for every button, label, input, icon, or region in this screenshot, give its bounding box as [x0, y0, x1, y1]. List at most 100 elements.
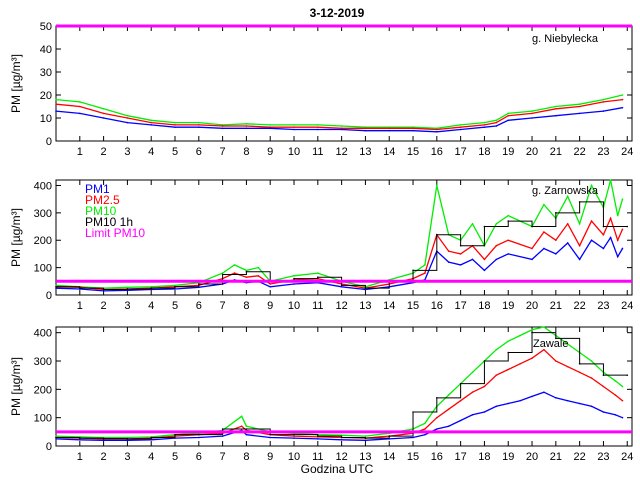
data-point-pm10 [566, 195, 569, 198]
legend-entry-limit: Limit PM10 [85, 226, 145, 240]
data-point-pm1 [614, 414, 617, 416]
data-point-pm10 [150, 285, 153, 288]
data-point-pm10h [245, 270, 248, 273]
data-point-pm1 [245, 433, 248, 436]
data-point-pm10 [424, 264, 426, 266]
data-point-pm10h [483, 360, 486, 362]
data-point-pm1 [221, 127, 224, 130]
x-tick-label: 15 [407, 300, 419, 312]
series-line-pm10 [55, 179, 624, 289]
y-tick-label: 400 [34, 328, 52, 340]
x-tick-label: 9 [267, 300, 273, 312]
x-tick-label: 4 [148, 146, 154, 158]
data-point-pm25 [269, 283, 272, 285]
x-tick-label: 8 [243, 146, 249, 158]
data-point-pm1 [507, 253, 510, 255]
data-point-pm10 [364, 435, 367, 437]
data-point-pm10 [55, 98, 57, 101]
x-axis-label: Godzina UTC [301, 462, 374, 476]
data-point-pm10h [436, 397, 438, 399]
data-point-pm1 [55, 438, 57, 440]
data-point-pm25 [621, 399, 624, 402]
data-point-pm1 [317, 128, 319, 131]
x-tick-label: 7 [220, 300, 226, 312]
data-point-pm25 [424, 272, 426, 274]
series-line-pm10 [55, 94, 623, 129]
data-point-pm25 [126, 117, 129, 119]
data-point-pm1 [198, 436, 200, 439]
legend-entry-pm10h: PM10 1h [85, 215, 133, 229]
data-point-pm10 [621, 94, 624, 96]
data-point-pm25 [317, 126, 319, 128]
data-point-pm10 [340, 125, 343, 127]
data-point-pm10h [174, 285, 176, 288]
data-point-pm1 [221, 435, 224, 437]
x-tick-label: 21 [550, 300, 562, 312]
data-point-pm25 [590, 377, 593, 379]
data-point-pm10 [507, 340, 510, 342]
data-point-pm10h [602, 374, 605, 376]
y-tick-label: 300 [34, 208, 52, 220]
y-tick-label: 50 [40, 21, 52, 33]
data-point-pm1 [471, 414, 474, 416]
data-point-pm1 [293, 437, 295, 439]
data-point-pm10h [79, 287, 81, 289]
x-tick-label: 4 [148, 451, 154, 463]
data-point-pm10 [436, 184, 438, 187]
series-line-pm1 [55, 107, 623, 133]
data-point-pm10h [412, 269, 414, 272]
data-point-pm25 [555, 108, 557, 110]
x-tick-label: 20 [526, 146, 538, 158]
x-tick-label: 1 [77, 146, 83, 158]
data-point-pm10h [578, 363, 581, 365]
data-point-pm25 [531, 247, 533, 250]
data-point-pm1 [507, 402, 510, 405]
data-point-pm1 [602, 110, 605, 112]
x-tick-label: 12 [335, 146, 347, 158]
legend-entry-pm1: PM1 [85, 182, 110, 196]
y-tick-label: 300 [34, 356, 52, 368]
data-point-pm10 [578, 103, 581, 105]
data-point-pm10h [412, 411, 414, 413]
y-tick-label: 40 [40, 44, 52, 56]
data-point-pm25 [257, 275, 260, 277]
data-point-pm25 [621, 228, 624, 231]
data-point-pm10h [578, 201, 581, 203]
x-tick-label: 7 [220, 451, 226, 463]
x-tick-label: 13 [359, 146, 371, 158]
data-point-pm10 [150, 119, 153, 122]
data-point-pm10 [471, 223, 474, 225]
data-point-pm25 [436, 128, 438, 131]
y-tick-label: 100 [34, 413, 52, 425]
data-point-pm10 [616, 214, 619, 217]
station-label: g. Zarnowska [532, 185, 599, 197]
data-point-pm10 [590, 184, 593, 187]
data-point-pm10h [221, 273, 224, 276]
data-point-pm25 [555, 239, 557, 242]
data-point-pm25 [507, 239, 510, 242]
data-point-pm1 [364, 288, 367, 291]
data-point-pm1 [340, 285, 343, 288]
data-point-pm25 [566, 223, 569, 225]
data-point-pm10h [293, 277, 295, 280]
data-point-pm1 [609, 236, 612, 239]
data-point-pm25 [150, 121, 153, 124]
x-tick-label: 4 [148, 300, 154, 312]
data-point-pm25 [459, 399, 462, 402]
data-point-pm10 [245, 425, 248, 427]
data-point-pm1 [412, 129, 414, 132]
data-point-pm10 [364, 126, 367, 128]
data-point-pm10h [150, 436, 153, 439]
data-point-pm1 [412, 436, 414, 439]
x-tick-label: 24 [621, 300, 633, 312]
x-tick-label: 16 [431, 451, 443, 463]
data-point-pm10 [519, 334, 521, 337]
data-point-pm10 [483, 121, 486, 124]
x-tick-label: 19 [502, 451, 514, 463]
data-point-pm10 [471, 371, 474, 374]
data-point-pm10h [317, 435, 319, 437]
data-point-pm1 [447, 261, 450, 263]
